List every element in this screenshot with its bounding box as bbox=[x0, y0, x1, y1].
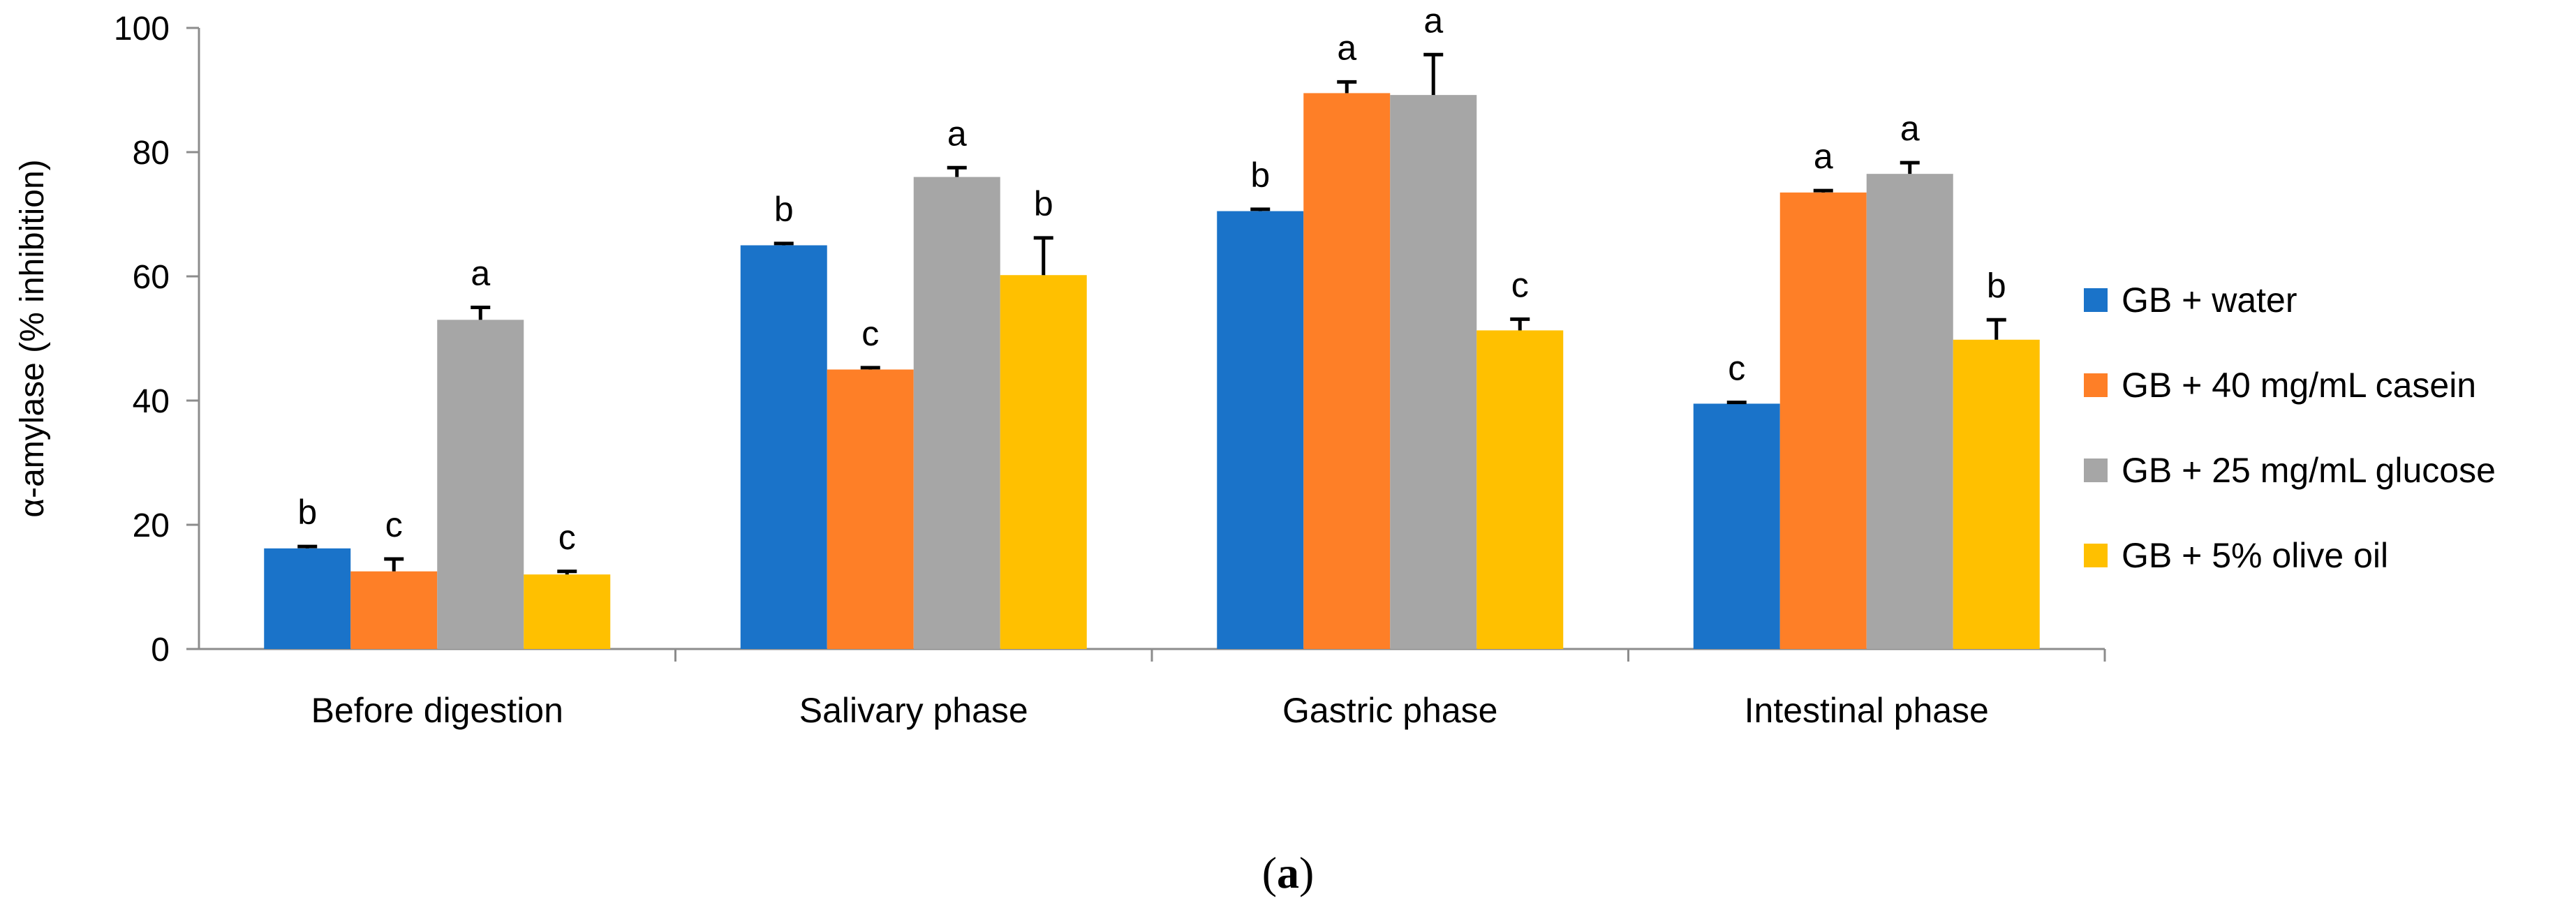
x-category-label: Before digestion bbox=[311, 691, 563, 730]
panel-label: (a) bbox=[1262, 848, 1315, 897]
significance-letter: b bbox=[774, 190, 794, 229]
significance-letter: a bbox=[1337, 28, 1356, 67]
legend-swatch bbox=[2084, 373, 2108, 397]
significance-letter: a bbox=[1814, 137, 1833, 176]
y-tick-label: 100 bbox=[114, 10, 170, 47]
bar bbox=[1303, 93, 1391, 649]
significance-letter: c bbox=[1728, 349, 1745, 388]
bar bbox=[1476, 330, 1564, 649]
y-tick-label: 40 bbox=[133, 383, 170, 420]
bar bbox=[350, 571, 438, 649]
x-category-label: Salivary phase bbox=[799, 691, 1028, 730]
x-category-label: Intestinal phase bbox=[1745, 691, 1989, 730]
bar bbox=[1390, 95, 1477, 649]
y-tick-label: 0 bbox=[151, 632, 170, 669]
bar bbox=[827, 369, 914, 649]
significance-letter: a bbox=[947, 114, 967, 153]
y-tick-label: 80 bbox=[133, 135, 170, 172]
significance-letter: b bbox=[1987, 266, 2006, 305]
legend-swatch bbox=[2084, 288, 2108, 312]
bar bbox=[1000, 275, 1087, 650]
bar bbox=[1953, 339, 2040, 649]
bar bbox=[437, 320, 524, 649]
y-axis-title: α-amylase (% inhibition) bbox=[14, 159, 51, 517]
bar bbox=[1217, 211, 1304, 649]
bar bbox=[913, 177, 1000, 650]
legend-swatch bbox=[2084, 458, 2108, 482]
y-tick-label: 20 bbox=[133, 507, 170, 544]
significance-letter: c bbox=[558, 518, 576, 557]
significance-letter: a bbox=[471, 254, 490, 293]
significance-letter: c bbox=[385, 505, 403, 544]
legend-label: GB + 5% olive oil bbox=[2122, 536, 2388, 575]
significance-letter: b bbox=[297, 493, 317, 532]
bar bbox=[1693, 403, 1780, 649]
x-category-label: Gastric phase bbox=[1282, 691, 1497, 730]
legend-label: GB + 25 mg/mL glucose bbox=[2122, 451, 2496, 490]
bar bbox=[740, 245, 827, 649]
legend-label: GB + water bbox=[2122, 281, 2297, 320]
legend-swatch bbox=[2084, 544, 2108, 567]
significance-letter: a bbox=[1423, 1, 1443, 40]
bar bbox=[264, 548, 351, 649]
legend-label: GB + 40 mg/mL casein bbox=[2122, 366, 2476, 405]
significance-letter: a bbox=[1900, 109, 1920, 148]
bar bbox=[524, 574, 611, 649]
significance-letter: b bbox=[1034, 184, 1053, 223]
significance-letter: c bbox=[861, 314, 879, 353]
bar bbox=[1866, 174, 1953, 649]
significance-letter: b bbox=[1250, 156, 1270, 195]
bar bbox=[1779, 192, 1867, 650]
y-tick-label: 60 bbox=[133, 259, 170, 296]
significance-letter: c bbox=[1511, 265, 1529, 304]
